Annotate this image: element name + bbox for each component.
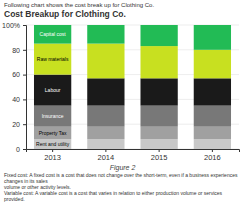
tick-label: 2016: [204, 153, 221, 162]
tick-mark: [23, 124, 26, 125]
bar-segment: [87, 44, 124, 79]
plot: 0 20 40 60 80 100% 2013 2014 2015 2016 Rent and ut…: [2, 22, 239, 163]
tick-mark: [23, 149, 26, 150]
segment-label: Rent and utility: [36, 141, 70, 147]
y-tick: 100%: [2, 22, 26, 29]
bar-segment: [140, 46, 177, 78]
bar-segment: [140, 25, 177, 46]
y-tick: 0: [16, 146, 26, 153]
axis-domain: [23, 26, 27, 150]
tick-label: 0: [16, 146, 20, 153]
bar-segment: [194, 50, 231, 79]
bar-segment: [87, 139, 124, 149]
chart-root: Following chart shows the cost break up …: [0, 0, 245, 204]
x-tick: 2013: [44, 149, 61, 162]
tick-label: 100%: [2, 22, 20, 29]
bar-segment: [194, 139, 231, 149]
header: Following chart shows the cost break up …: [0, 0, 245, 19]
tick-label: 2015: [151, 153, 168, 162]
x-tick: 2015: [151, 149, 168, 162]
bar-segment: [140, 139, 177, 149]
note: Fixed cost: A fixed cost is a cost that …: [4, 172, 241, 184]
grid: [26, 25, 239, 149]
segment-label: Raw materials: [37, 56, 69, 62]
note: volume or other activity levels.: [4, 184, 241, 190]
tick-mark: [52, 149, 53, 152]
tick-mark: [159, 149, 160, 152]
segment-label: Property Tax: [39, 130, 67, 136]
bars: [34, 25, 231, 149]
supertitle: Following chart shows the cost break up …: [4, 2, 241, 9]
segment-label: Labour: [45, 87, 61, 93]
y-tick: 60: [12, 71, 26, 78]
x-axis: 2013 2014 2015 2016: [27, 149, 240, 162]
y-axis: 0 20 40 60 80 100%: [2, 22, 26, 153]
bar-segment: [194, 127, 231, 139]
segment-labels: Rent and utility Property Tax Insurance Lab…: [36, 31, 70, 147]
bar-segment: [34, 25, 71, 44]
bar-segment: [87, 106, 124, 127]
tick-label: 60: [12, 71, 20, 78]
tick-label: 80: [12, 47, 20, 54]
bar-segment: [34, 139, 71, 149]
tick-mark: [23, 25, 26, 26]
bar-segment: [194, 78, 231, 105]
tick-mark: [212, 149, 213, 152]
axis-domain: [27, 150, 240, 153]
tick-label: 40: [12, 96, 20, 103]
bar-segment: [140, 78, 177, 105]
figure-label: Figure 2: [4, 163, 241, 172]
segment-label: Capital cost: [40, 31, 67, 37]
note: Variable cost: A variable cost is a cost…: [4, 190, 241, 202]
y-tick: 80: [12, 47, 26, 54]
bar-segment: [140, 106, 177, 127]
tick-label: 20: [12, 121, 20, 128]
bar-segment: [87, 78, 124, 105]
tick-mark: [23, 99, 26, 100]
bar-segment: [87, 25, 124, 44]
footer: Figure 2Fixed cost: A fixed cost is a co…: [0, 163, 245, 204]
segment-label: Insurance: [42, 113, 64, 119]
bar-segment: [34, 106, 71, 127]
bar-segment: [87, 127, 124, 139]
x-tick: 2014: [98, 149, 115, 162]
tick-label: 2013: [44, 153, 61, 162]
bar-segment: [34, 75, 71, 106]
chart-svg: 0 20 40 60 80 100% 2013 2014 2015 2016 Rent and ut…: [0, 19, 245, 163]
tick-mark: [105, 149, 106, 152]
bar-segment: [34, 44, 71, 75]
bar-segment: [194, 106, 231, 127]
y-tick: 40: [12, 96, 26, 103]
bar-segment: [194, 25, 231, 50]
y-tick: 20: [12, 121, 26, 128]
tick-label: 2014: [98, 153, 115, 162]
bar-segment: [140, 127, 177, 139]
tick-mark: [23, 50, 26, 51]
x-tick: 2016: [204, 149, 221, 162]
tick-mark: [23, 75, 26, 76]
title: Cost Breakup for Clothing Co.: [4, 9, 241, 19]
chart-area: 0 20 40 60 80 100% 2013 2014 2015 2016 Rent and ut…: [0, 19, 245, 163]
bar-segment: [34, 127, 71, 139]
